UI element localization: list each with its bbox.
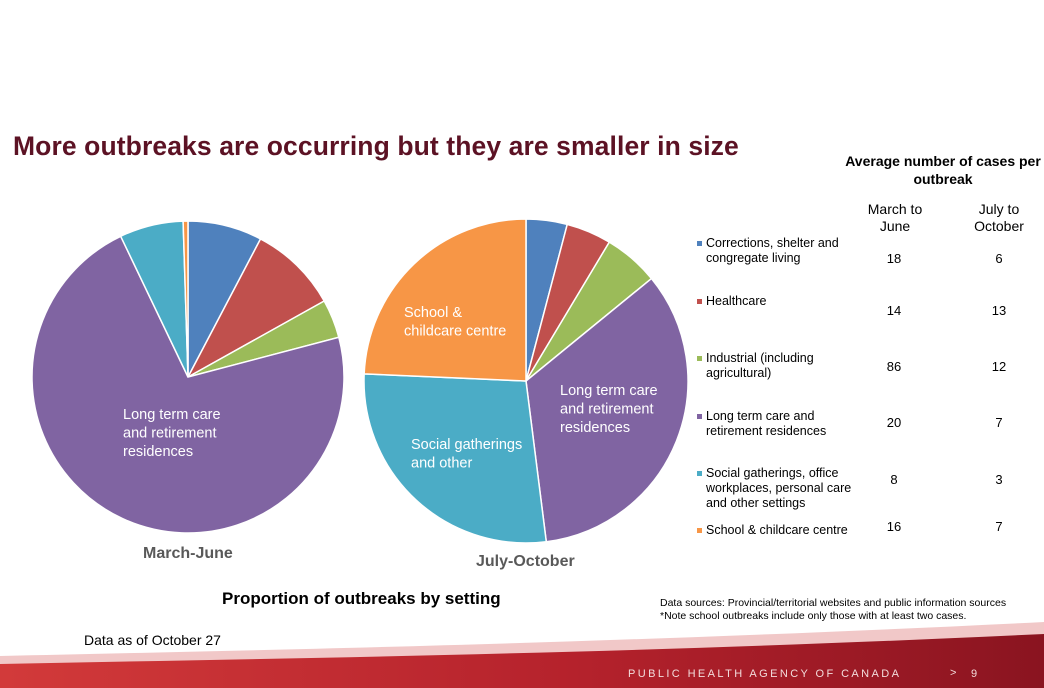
- footer-wave: [0, 634, 1044, 688]
- data-sources: Data sources: Provincial/territorial web…: [660, 597, 1006, 623]
- pie-slice-long-term-care-and-retirement-residences: [525, 277, 689, 543]
- column-header-march-june: March to June: [867, 201, 923, 234]
- slice-label-school-childcare-centre: School & childcare centre: [404, 305, 506, 340]
- pie-july-october: Long term care and retirement residences So…: [363, 218, 689, 544]
- pie-slice-long-term-care-and-retirement-residences: [31, 235, 345, 534]
- value-long-term-care-july-october: 7: [995, 415, 1003, 430]
- legend-swatch-industrial: [697, 356, 702, 361]
- value-school-july-october: 7: [995, 519, 1003, 534]
- proportion-title: Proportion of outbreaks by setting: [222, 589, 501, 608]
- value-healthcare-march-june: 14: [886, 303, 902, 318]
- legend-swatch-corrections: [697, 241, 702, 246]
- slice-label-long-term-care-and-retirement-residences: Long term care and retirement residences: [560, 383, 658, 436]
- value-school-march-june: 16: [886, 519, 902, 534]
- row-label-long-term-care: Long term care and retirement residences: [706, 409, 827, 438]
- slide-title: More outbreaks are occurring but they ar…: [13, 131, 739, 161]
- value-social-gatherings-july-october: 3: [995, 472, 1003, 487]
- value-long-term-care-march-june: 20: [886, 415, 902, 430]
- row-label-corrections: Corrections, shelter and congregate livi…: [706, 236, 839, 265]
- sources-line-2: *Note school outbreaks include only thos…: [660, 610, 967, 622]
- pie-title-july-october: July-October: [476, 553, 575, 570]
- value-social-gatherings-march-june: 8: [890, 472, 898, 487]
- footer-separator: >: [950, 667, 957, 679]
- value-corrections-march-june: 18: [886, 251, 902, 266]
- agency-name: PUBLIC HEALTH AGENCY OF CANADA: [628, 668, 902, 680]
- pie-slice-healthcare: [186, 237, 326, 379]
- value-healthcare-july-october: 13: [991, 303, 1007, 318]
- legend-swatch-healthcare: [697, 299, 702, 304]
- pie-march-june: Long term care and retirement residences: [31, 220, 345, 534]
- row-label-healthcare: Healthcare: [706, 294, 767, 308]
- legend-swatch-school: [697, 528, 702, 533]
- legend-swatch-social-gatherings: [697, 471, 702, 476]
- row-label-school: School & childcare centre: [706, 523, 848, 537]
- row-label-social-gatherings: Social gatherings, office workplaces, pe…: [706, 466, 852, 510]
- footer-band: [0, 622, 1044, 688]
- pie-slice-school-childcare-centre: [182, 220, 189, 378]
- table-heading: Average number of cases per outbreak: [845, 153, 1041, 187]
- data-as-of: Data as of October 27: [84, 632, 221, 648]
- sources-line-1: Data sources: Provincial/territorial web…: [660, 597, 1007, 609]
- slice-label-long-term-care-and-retirement-residences: Long term care and retirement residences: [123, 407, 221, 460]
- page-number: 9: [971, 668, 978, 680]
- slice-label-social-gatherings-office-workplaces-personal-care-and-other-settings: Social gatherings and other: [411, 437, 522, 472]
- value-industrial-march-june: 86: [886, 359, 902, 374]
- pie-title-march-june: March-June: [143, 545, 233, 562]
- pie-slice-social-gatherings-office-workplaces-personal-care-and-other-settings: [363, 373, 548, 544]
- column-header-july-october: July to October: [974, 201, 1024, 234]
- row-label-industrial: Industrial (including agricultural): [706, 351, 814, 380]
- value-industrial-july-october: 12: [991, 359, 1007, 374]
- pie-slice-school-childcare-centre: [363, 218, 527, 382]
- value-corrections-july-october: 6: [995, 251, 1003, 266]
- legend-swatch-long-term-care: [697, 414, 702, 419]
